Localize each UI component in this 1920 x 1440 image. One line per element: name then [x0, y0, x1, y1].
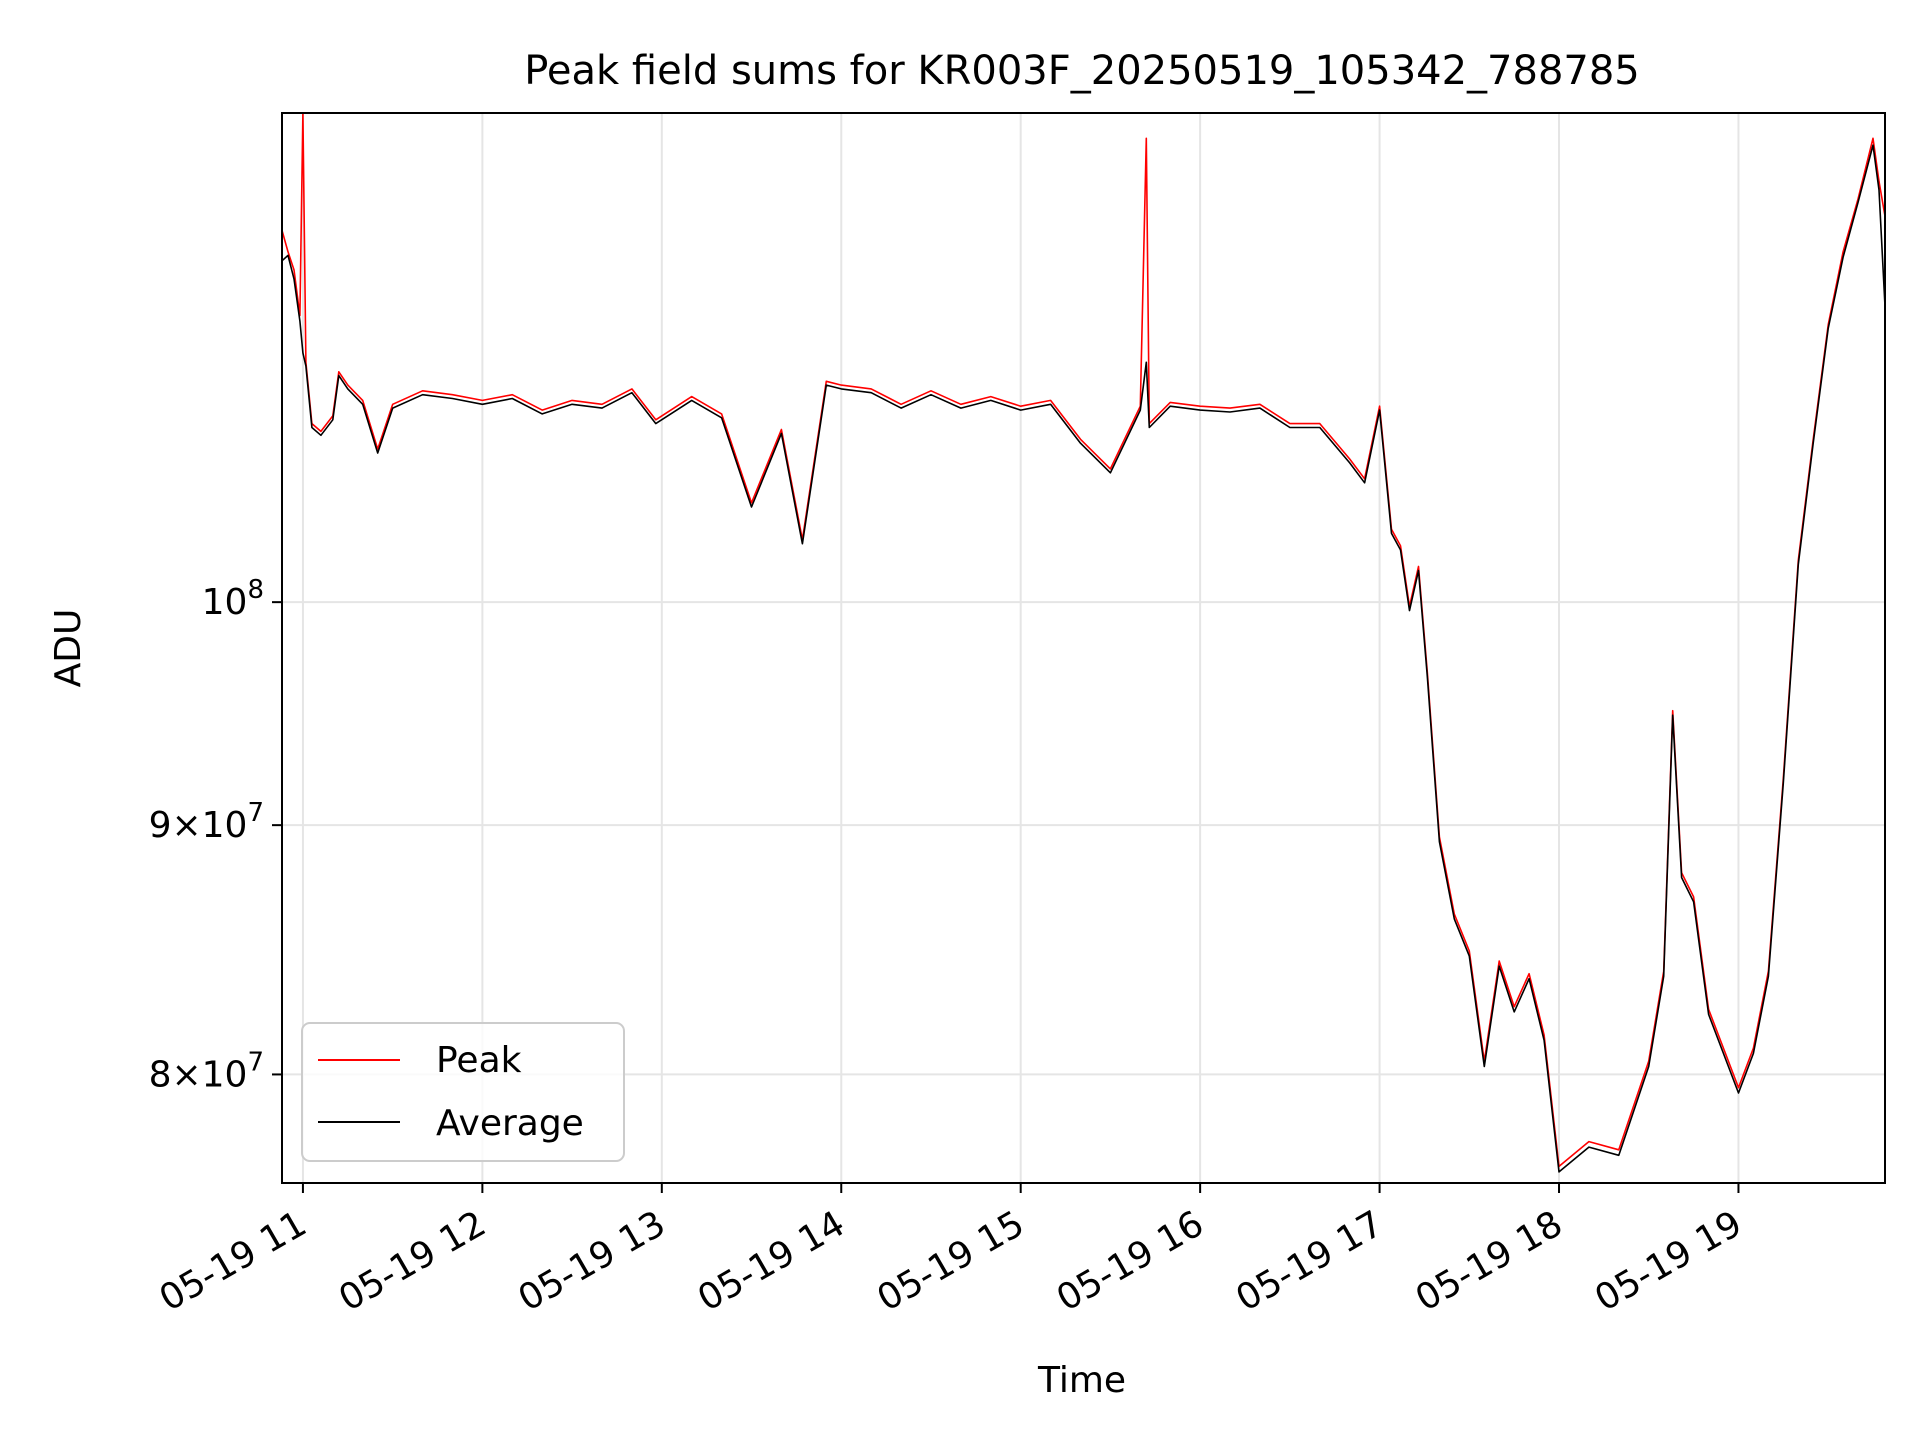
series-line-average — [281, 144, 1886, 1173]
legend: Peak Average — [301, 1022, 625, 1162]
legend-peak-label: Peak — [436, 1040, 522, 1081]
chart-title: Peak field sums for KR003F_20250519_1053… — [524, 48, 1640, 94]
y-tick-label: 8×107 — [149, 1047, 264, 1095]
legend-box — [301, 1022, 625, 1162]
grid — [282, 113, 1885, 1183]
y-axis: 8×107 9×107 108 — [149, 575, 282, 1095]
y-tick-label: 9×107 — [149, 798, 264, 846]
y-tick-label: 108 — [202, 575, 264, 623]
plot-frame — [281, 112, 1886, 1184]
x-axis-label: Time — [1037, 1360, 1126, 1401]
series-layer — [281, 112, 1886, 1173]
y-axis-label: ADU — [48, 609, 89, 688]
legend-average-label: Average — [436, 1103, 584, 1144]
